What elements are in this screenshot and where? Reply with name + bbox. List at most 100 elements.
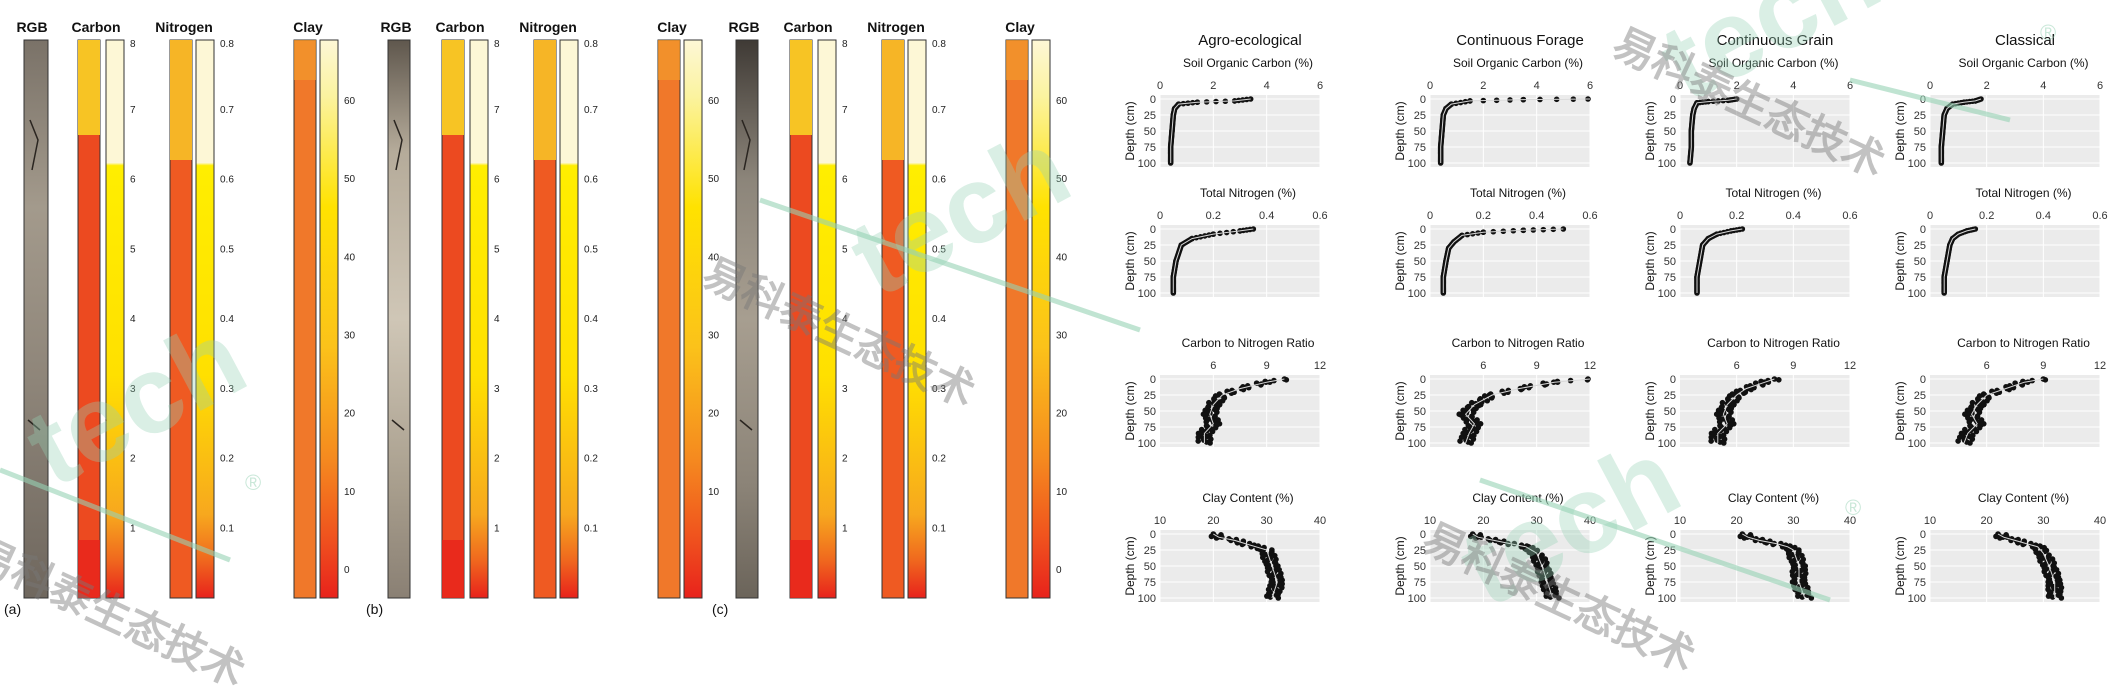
data-point [1955,438,1961,444]
profile-mean-line [1997,533,2056,598]
x-tick-label: 6 [2097,80,2103,92]
clay-scale-tick: 60 [1056,96,1068,107]
soil-core-figure: RGB Carbon Nitrogen Clay 1 2 3 4 5 6 7 8 0.1 0.2 0.3 0.… [0,0,1070,649]
data-point [2037,558,2043,564]
carbon-scale-tick: 1 [842,523,848,534]
data-point [1997,535,2003,541]
carbon-scale-tick: 4 [842,314,848,325]
header-rgb: RGB [16,19,47,35]
y-tick-label: 0 [1420,529,1426,541]
nitrogen-scale-tick: 0.5 [932,244,946,255]
carbon-scale-tick: 7 [842,105,848,116]
nitrogen-scale-tick: 0.3 [584,384,598,395]
nitrogen-scale-tick: 0.4 [584,314,598,325]
carbon-scale-tick: 5 [494,244,500,255]
y-axis-label: Depth (cm) [1643,536,1657,595]
profile-mean-line [1172,228,1254,293]
data-point [1542,382,1548,388]
x-tick-label: 0 [1157,210,1163,222]
y-axis-label: Depth (cm) [1643,231,1657,290]
profile-mean-line [1943,228,1976,293]
nitrogen-map-topsoil [170,40,192,160]
x-tick-label: 6 [1847,80,1853,92]
carbon-map-topsoil [790,40,812,135]
y-tick-label: 25 [1414,545,1426,557]
y-tick-label: 50 [1664,126,1676,138]
depth-plot: Carbon to Nitrogen Ratio 6 9 12 0 25 50 75 100De… [1393,336,1596,450]
y-tick-label: 0 [1920,529,1926,541]
x-tick-label: 2 [1984,80,1990,92]
plot-subtitle: Carbon to Nitrogen Ratio [1707,336,1840,350]
nitrogen-scale-tick: 0.4 [932,314,946,325]
y-tick-label: 100 [1138,593,1156,605]
carbon-scale-tick: 2 [130,454,136,465]
y-tick-label: 50 [1144,406,1156,418]
x-tick-label: 9 [1790,360,1796,372]
y-tick-label: 0 [1150,374,1156,386]
x-tick-label: 0 [1427,80,1433,92]
plot-subtitle: Soil Organic Carbon (%) [1183,56,1313,70]
x-tick-label: 4 [2040,80,2046,92]
clay-scale-tick: 10 [708,487,720,498]
clay-scale-bar [683,39,703,599]
clay-scale-tick: 20 [344,409,356,420]
x-tick-label: 0.6 [1582,210,1597,222]
x-tick-label: 30 [1787,515,1799,527]
data-point [1808,595,1815,601]
nitrogen-scale-tick: 0.7 [932,105,946,116]
clay-scale-tick: 40 [344,252,356,263]
x-tick-label: 0.2 [1476,210,1491,222]
x-tick-label: 2 [1734,80,1740,92]
carbon-scale-tick: 6 [842,175,848,186]
data-point [1763,540,1770,546]
header-carbon: Carbon [436,19,485,35]
x-tick-label: 20 [1731,515,1743,527]
header-carbon: Carbon [72,19,121,35]
y-tick-label: 0 [1150,224,1156,236]
depth-plot: Soil Organic Carbon (%) 0 2 4 6 0 25 50 75 100Dep… [1123,56,1323,170]
nitrogen-scale-tick: 0.7 [220,105,234,116]
panel-letter: (c) [712,601,728,617]
depth-plot: Total Nitrogen (%) 0 0.2 0.4 0.6 0 25 50 75 100De… [1893,186,2108,300]
core-crack [391,419,405,431]
panel-letter: (a) [4,601,21,617]
x-tick-label: 0.2 [1729,210,1744,222]
nitrogen-scale-tick: 0.3 [220,384,234,395]
core-panel-2: RGB Carbon Nitrogen Clay 1 2 3 4 5 6 7 8 0.1 0.2 0.3 0.… [366,19,720,617]
nitrogen-scale-tick: 0.4 [220,314,234,325]
x-tick-label: 0.6 [1312,210,1327,222]
carbon-scale-tick: 3 [842,384,848,395]
data-point [1208,533,1215,540]
depth-plot: Clay Content (%) 10 20 30 40 0 25 50 75 100Depth … [1893,491,2106,605]
clay-scale-tick: 40 [1056,252,1068,263]
y-tick-label: 75 [1664,577,1676,589]
nitrogen-map-topsoil [882,40,904,160]
y-tick-label: 100 [1908,288,1926,300]
clay-map-topsoil [294,40,316,80]
y-tick-label: 75 [1414,577,1426,589]
data-point [1556,595,1562,601]
nitrogen-scale-tick: 0.5 [584,244,598,255]
data-point [1467,533,1474,540]
plot-subtitle: Soil Organic Carbon (%) [1708,56,1838,70]
x-tick-label: 0 [1927,80,1933,92]
nitrogen-scale-tick: 0.7 [584,105,598,116]
data-point [1212,424,1219,431]
depth-plot: Total Nitrogen (%) 0 0.2 0.4 0.6 0 25 50 75 100De… [1643,186,1858,300]
x-tick-label: 12 [1314,360,1326,372]
y-tick-label: 25 [1414,110,1426,122]
data-point [1481,393,1488,399]
nitrogen-scale-tick: 0.6 [932,175,946,186]
x-tick-label: 6 [1734,360,1740,372]
y-tick-label: 25 [1144,110,1156,122]
y-tick-label: 0 [1420,224,1426,236]
depth-profile-svg: Agro-ecological Continuous Forage Continuo… [1123,32,2108,605]
carbon-scale-tick: 1 [494,523,500,534]
data-point [1708,438,1714,444]
x-tick-label: 6 [1317,80,1323,92]
y-tick-label: 25 [1144,390,1156,402]
x-tick-label: 0.4 [1529,210,1544,222]
profile-mean-line [1696,228,1743,293]
data-point [1726,424,1733,431]
clay-scale-tick: 10 [344,487,356,498]
